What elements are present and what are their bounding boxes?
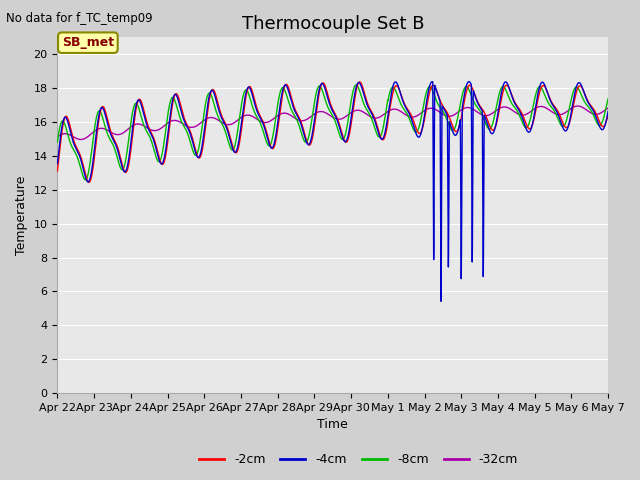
Text: SB_met: SB_met	[62, 36, 114, 49]
Y-axis label: Temperature: Temperature	[15, 176, 28, 255]
Legend: -2cm, -4cm, -8cm, -32cm: -2cm, -4cm, -8cm, -32cm	[194, 448, 523, 471]
X-axis label: Time: Time	[317, 419, 348, 432]
Title: Thermocouple Set B: Thermocouple Set B	[241, 15, 424, 33]
Text: No data for f_TC_temp09: No data for f_TC_temp09	[6, 12, 153, 25]
